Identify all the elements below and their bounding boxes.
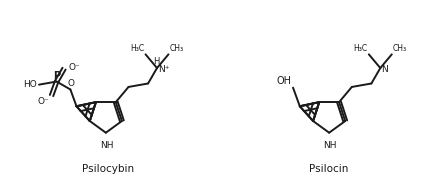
Text: O⁻: O⁻ — [68, 63, 80, 72]
Text: O: O — [68, 80, 75, 88]
Text: NH: NH — [323, 141, 337, 150]
Text: H₃C: H₃C — [130, 44, 145, 53]
Text: O⁻: O⁻ — [38, 97, 49, 105]
Text: NH: NH — [100, 141, 113, 150]
Text: OH: OH — [276, 76, 291, 86]
Text: H: H — [153, 57, 159, 66]
Text: Psilocin: Psilocin — [310, 164, 349, 174]
Text: HO: HO — [23, 80, 37, 89]
Text: N: N — [381, 65, 388, 73]
Text: H₃C: H₃C — [354, 44, 368, 53]
Text: CH₃: CH₃ — [169, 44, 184, 53]
Text: CH₃: CH₃ — [393, 44, 407, 53]
Text: Psilocybin: Psilocybin — [82, 164, 134, 174]
Text: P: P — [53, 70, 60, 80]
Text: N⁺: N⁺ — [158, 65, 169, 73]
